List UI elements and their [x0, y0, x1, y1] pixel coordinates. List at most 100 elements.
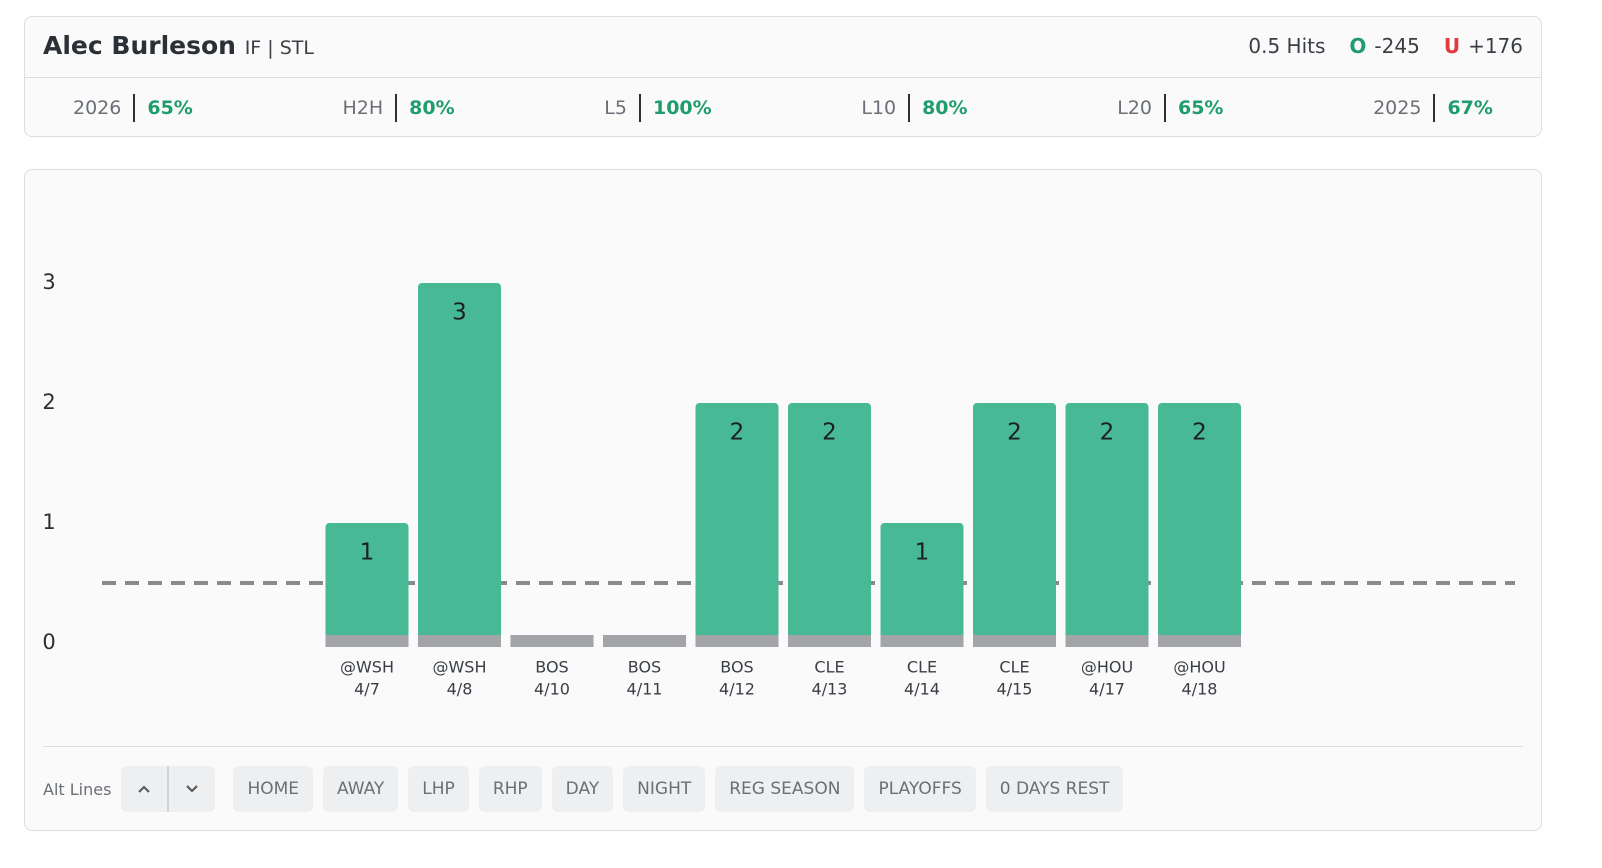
x-tick-label: BOS: [535, 658, 568, 677]
y-tick-label: 2: [42, 390, 55, 414]
x-tick-label: @WSH: [432, 658, 486, 677]
x-tick-date: 4/7: [354, 680, 380, 699]
hit-rate-label: L10: [861, 94, 911, 122]
filter-button[interactable]: NIGHT: [623, 766, 706, 812]
hit-rate-label: H2H: [342, 94, 398, 122]
player-card: Alec Burleson IF | STL 0.5 Hits O -245 U…: [24, 16, 1542, 137]
filter-button[interactable]: DAY: [551, 766, 614, 812]
bar-value-label: 3: [452, 300, 467, 326]
bar: [788, 403, 871, 647]
position-team: IF | STL: [244, 37, 314, 59]
chart-card: 0 1 2 3 1 @WSH 4/7 3 @WSH 4/8 BOS 4/10 BOS 4/11 2 BOS 4/…: [24, 169, 1542, 831]
alt-lines-label: Alt Lines: [43, 779, 112, 799]
hit-rate: H2H 80%: [342, 94, 455, 122]
bar-value-label: 2: [1007, 420, 1022, 446]
filter-button[interactable]: LHP: [408, 766, 469, 812]
x-tick-label: CLE: [907, 658, 937, 677]
over-odds: -245: [1374, 34, 1420, 58]
x-tick-label: CLE: [999, 658, 1029, 677]
bar: [1158, 403, 1241, 647]
bar-base: [1065, 635, 1149, 647]
hit-rate-label: L5: [604, 94, 641, 122]
filter-button[interactable]: HOME: [233, 766, 314, 812]
filters: HOME AWAY LHP RHP DAY NIGHT REG SEASON PLAYOFFS…: [233, 766, 1133, 812]
hit-rate: L5 100%: [604, 94, 712, 122]
over-label: O: [1349, 34, 1367, 58]
x-tick-date: 4/15: [997, 680, 1033, 699]
controls: Alt Lines HOME AWAY LHP RHP DAY NIGHT REG SEAS…: [43, 766, 1133, 812]
chart: 0 1 2 3 1 @WSH 4/7 3 @WSH 4/8 BOS 4/10 BOS 4/11 2 BOS 4/…: [42, 270, 1515, 699]
hit-rate: L20 65%: [1117, 94, 1223, 122]
hit-rate-label: L20: [1117, 94, 1166, 122]
x-tick-date: 4/13: [812, 680, 848, 699]
x-tick-label: CLE: [814, 658, 844, 677]
bar-value-label: 2: [822, 420, 837, 446]
hit-rate-value: 65%: [147, 97, 193, 119]
player-header: Alec Burleson IF | STL 0.5 Hits O -245 U…: [25, 17, 1541, 78]
bar: [695, 403, 779, 647]
bar-value-label: 2: [1100, 420, 1115, 446]
filter-button[interactable]: 0 DAYS REST: [985, 766, 1124, 812]
name: Alec Burleson: [43, 31, 236, 60]
bar-base: [1158, 635, 1241, 647]
divider: [43, 746, 1523, 747]
bar-base: [603, 635, 686, 647]
bar: [1065, 403, 1149, 647]
bar: [325, 523, 409, 647]
hit-rate-label: 2026: [73, 94, 136, 122]
y-tick-label: 1: [42, 510, 55, 534]
under-label: U: [1443, 34, 1461, 58]
x-tick-label: BOS: [628, 658, 661, 677]
filter-button[interactable]: AWAY: [323, 766, 399, 812]
hit-rate: 2025 67%: [1373, 94, 1493, 122]
x-tick-date: 4/14: [904, 680, 940, 699]
chevron-up: [138, 785, 151, 793]
chevron-down: [186, 785, 199, 793]
bar-base: [880, 635, 964, 647]
bar: [418, 283, 501, 647]
filter-button[interactable]: RHP: [478, 766, 542, 812]
bar-value-label: 1: [915, 540, 930, 566]
bar-value-label: 2: [730, 420, 745, 446]
line-up[interactable]: [121, 766, 167, 812]
x-tick-label: BOS: [720, 658, 753, 677]
x-tick-label: @HOU: [1173, 658, 1225, 677]
alt-line-arrows: [121, 766, 216, 812]
x-tick-date: 4/18: [1182, 680, 1218, 699]
hit-rate-value: 65%: [1177, 97, 1224, 119]
x-tick-date: 4/8: [447, 680, 473, 699]
hit-rate-label: 2025: [1373, 94, 1436, 122]
hit-rates: 2026 65% H2H 80% L5 100% L10 80% L20 65% 2025 67%: [25, 78, 1541, 138]
hit-rate-value: 67%: [1447, 97, 1493, 119]
x-tick-date: 4/11: [627, 680, 663, 699]
bar-value-label: 1: [360, 540, 375, 566]
line-down[interactable]: [167, 766, 215, 812]
filter-button[interactable]: REG SEASON: [715, 766, 855, 812]
player-name: Alec Burleson IF | STL: [43, 31, 314, 60]
hit-rate-value: 100%: [652, 97, 712, 119]
y-tick-label: 3: [42, 270, 55, 294]
bar-base: [973, 635, 1056, 647]
bar-base: [510, 635, 594, 647]
y-tick-label: 0: [42, 630, 55, 654]
bar-base: [418, 635, 501, 647]
bar-base: [695, 635, 779, 647]
bar-base: [325, 635, 409, 647]
bar: [880, 523, 964, 647]
x-tick-date: 4/17: [1089, 680, 1125, 699]
filter-button[interactable]: PLAYOFFS: [864, 766, 976, 812]
prop-line: 0.5 Hits: [1248, 34, 1326, 58]
x-tick-label: @HOU: [1081, 658, 1133, 677]
x-tick-label: @WSH: [340, 658, 394, 677]
hit-rate-value: 80%: [922, 97, 968, 119]
hit-rate: 2026 65%: [73, 94, 193, 122]
x-tick-date: 4/10: [534, 680, 570, 699]
bar: [973, 403, 1056, 647]
bar-base: [788, 635, 871, 647]
hit-rate: L10 80%: [861, 94, 968, 122]
odds: 0.5 Hits O -245 U +176: [1248, 34, 1523, 58]
hit-rate-value: 80%: [409, 97, 455, 119]
bar-value-label: 2: [1192, 420, 1207, 446]
x-tick-date: 4/12: [719, 680, 755, 699]
